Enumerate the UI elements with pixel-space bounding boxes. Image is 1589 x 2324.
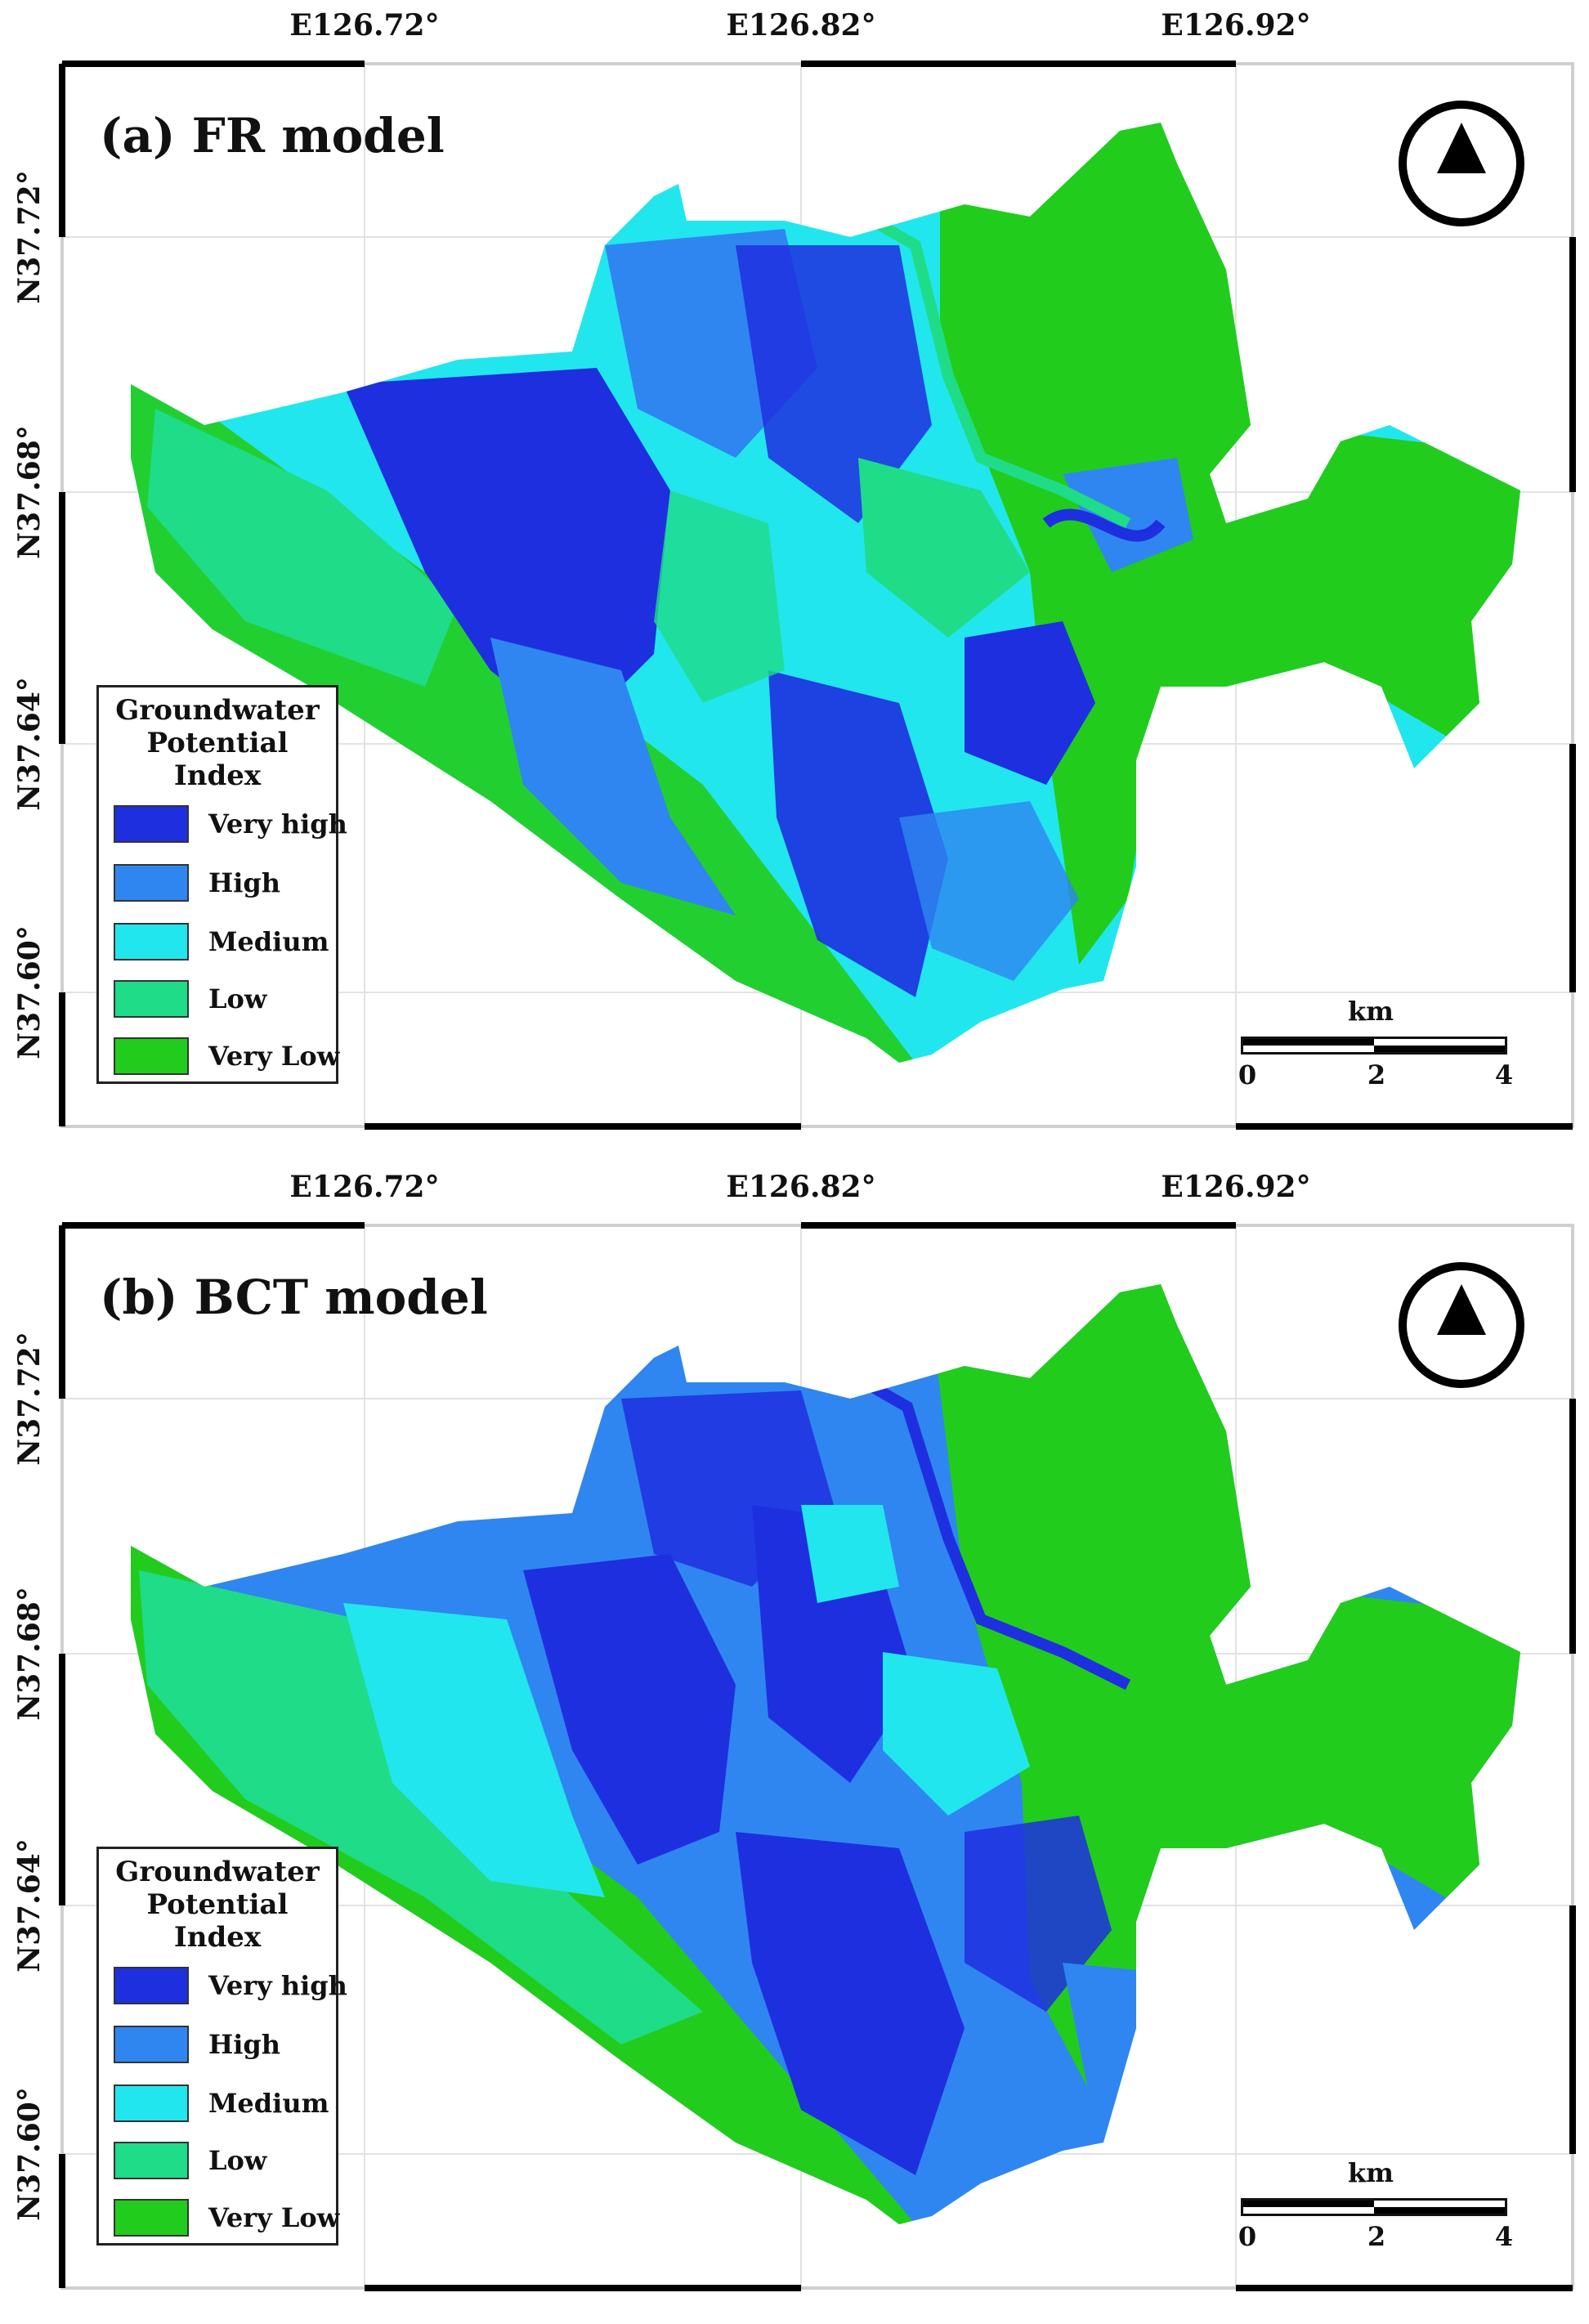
legend-swatch [114,1037,189,1075]
longitude-label: E126.72° [289,8,440,43]
scale-tick: 2 [1367,2221,1386,2252]
legend-item: Low [114,2142,334,2181]
panel-title: (b) BCT model [100,1269,488,1325]
latitude-label: N37.60° [12,2087,47,2221]
scale-unit: km [1347,996,1394,1027]
legend-item: High [114,864,334,903]
scale-bar: km 0 2 4 [1236,2157,1514,2255]
scale-unit: km [1347,2157,1394,2188]
latitude-label: N37.60° [12,925,47,1059]
scale-tick: 2 [1367,1059,1386,1090]
map-panel-fr: E126.72° E126.82° E126.92° N37.72° N37.6… [12,8,1576,1130]
map-frame [59,1222,1576,2291]
scale-bars [1241,2198,1507,2216]
legend-item: Low [114,980,334,1019]
latitude-label: N37.64° [12,1838,47,1972]
legend-title: Groundwater Potential Index [115,694,320,792]
scale-bars [1241,1037,1507,1055]
frame-bars [59,1222,1576,2291]
legend-swatch [114,2026,189,2063]
legend: Groundwater Potential Index Very high Hi… [96,1847,347,2246]
legend-item: Very high [114,805,347,844]
legend-item: Very high [114,1967,347,2006]
scale-bar: km 0 2 4 [1236,996,1514,1094]
map-frame [59,60,1576,1130]
longitude-label: E126.92° [1161,8,1311,43]
scale-tick: 4 [1494,2221,1514,2252]
legend-label: High [208,867,281,898]
scale-tick: 4 [1494,1059,1514,1090]
latitude-label: N37.68° [12,1587,47,1721]
legend-label: Very high [208,1970,347,2001]
legend-item: Medium [114,2084,334,2124]
legend-swatch [114,2199,189,2237]
legend-label: Very Low [208,2202,340,2233]
north-arrow-icon [1399,101,1524,226]
legend-label: Low [208,983,267,1014]
legend-label: Very Low [208,1041,340,1072]
north-arrow-icon [1399,1262,1524,1388]
legend-label: Very high [208,808,347,840]
legend-label: Medium [208,2088,329,2119]
legend-item: High [114,2026,334,2065]
frame-bars [59,60,1576,1130]
legend-item: Medium [114,923,334,962]
legend-label: Low [208,2145,267,2176]
latitude-label: N37.72° [12,170,47,304]
longitude-label: E126.82° [726,8,876,43]
latitude-label: N37.68° [12,425,47,559]
legend-label: Medium [208,926,329,957]
legend-swatch [114,2084,189,2122]
legend-swatch [114,980,189,1018]
legend-item: Very Low [114,1037,339,1077]
panel-title: (a) FR model [100,108,445,163]
legend: Groundwater Potential Index Very high Hi… [96,685,347,1084]
latitude-label: N37.64° [12,677,47,811]
legend-swatch [114,1967,189,2004]
scale-tick: 0 [1238,2221,1257,2252]
longitude-label: E126.82° [726,1170,876,1204]
legend-swatch [114,864,189,902]
scale-tick: 0 [1238,1059,1257,1090]
legend-swatch [114,2142,189,2179]
map-panel-bct: E126.72° E126.82° E126.92° N37.72° N37.6… [0,1162,1589,2323]
legend-title: Groundwater Potential Index [115,1856,320,1954]
longitude-label: E126.72° [289,1170,440,1204]
legend-item: Very Low [114,2199,339,2238]
longitude-label: E126.92° [1161,1170,1311,1204]
legend-swatch [114,923,189,960]
latitude-label: N37.72° [12,1332,47,1466]
legend-label: High [208,2029,281,2060]
legend-swatch [114,805,189,843]
